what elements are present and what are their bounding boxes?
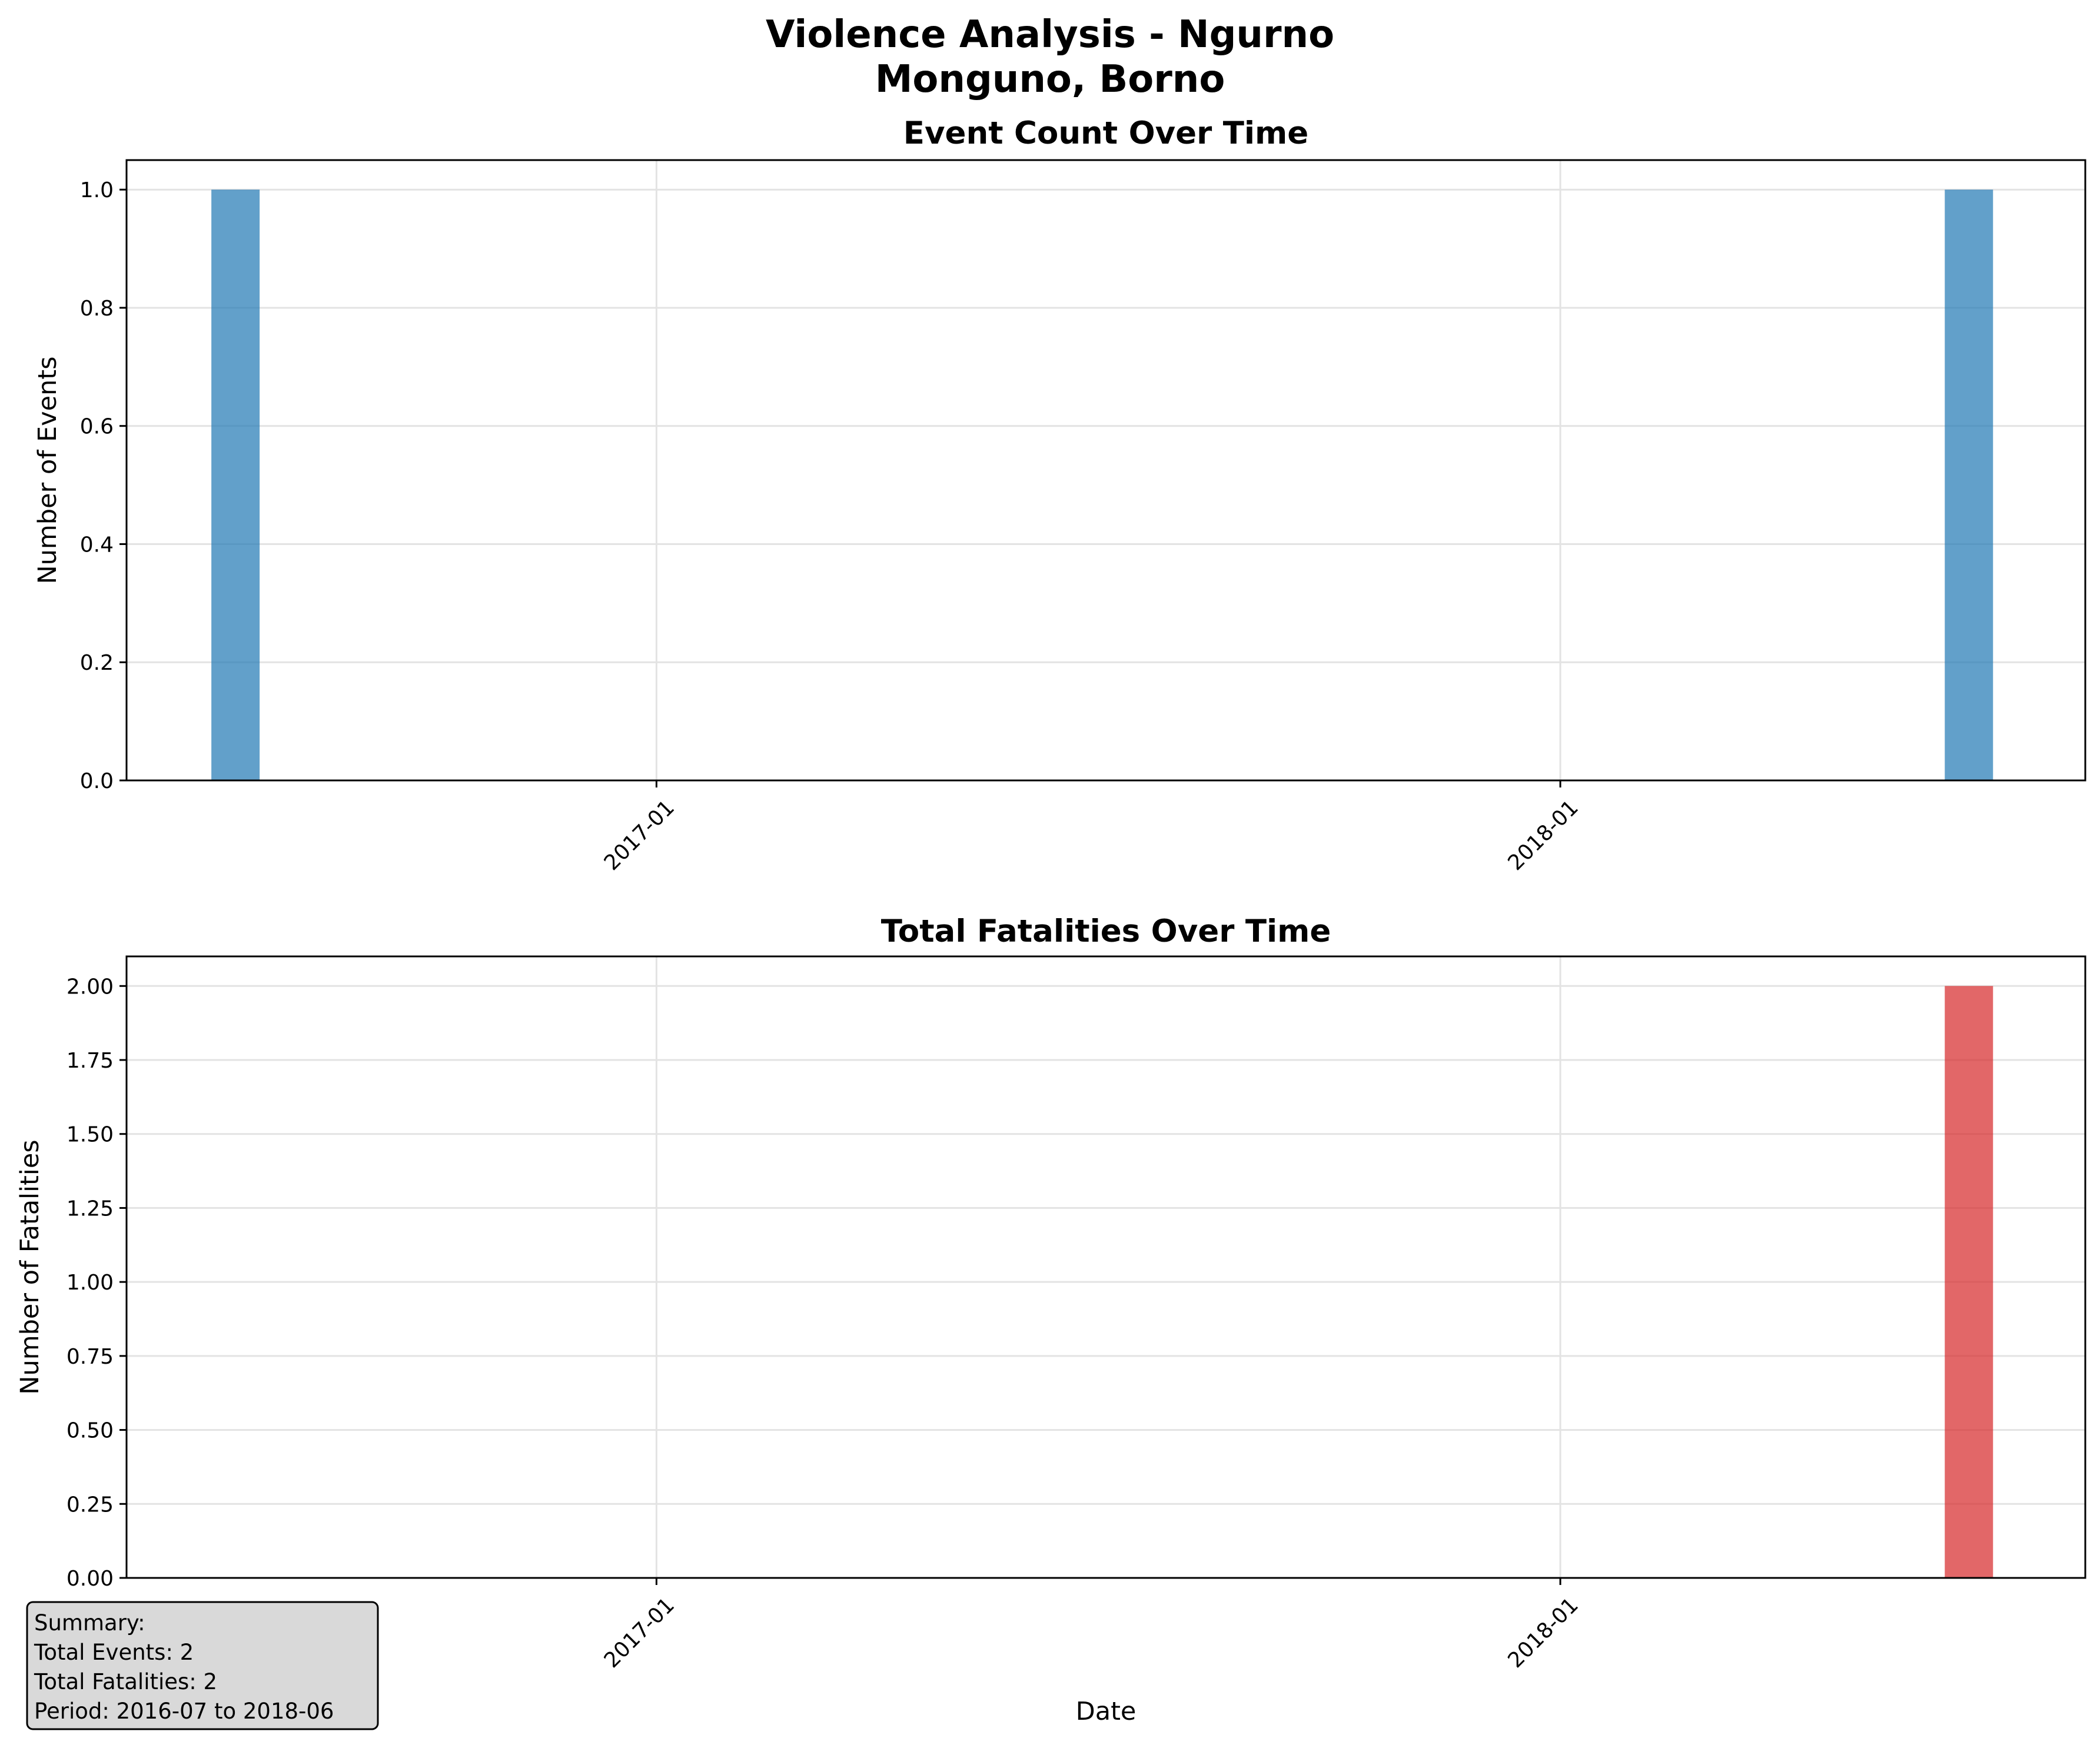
fatalities-y-axis-label: Number of Fatalities [15,1139,45,1394]
summary-heading: Summary: [34,1610,145,1636]
y-tick-label: 0.25 [67,1493,114,1517]
figure-title-line-1: Violence Analysis - Ngurno [766,13,1334,57]
figure-title-line-2: Monguno, Borno [875,58,1225,101]
fatalities-title: Total Fatalities Over Time [881,913,1331,949]
y-tick-label: 2.00 [67,975,114,999]
event-count-y-ticks: 0.0 0.2 0.4 0.6 0.8 1.0 [80,178,127,793]
y-tick-label: 1.00 [67,1271,114,1295]
bar [1945,190,1993,780]
fatalities-panel: 0.000.250.500.751.001.251.501.752.00 201… [15,913,2086,1726]
event-count-y-axis-label: Number of Events [33,356,62,584]
fatalities-bars [1945,986,1993,1578]
y-tick-label: 0.4 [80,533,114,557]
y-tick-label: 0.0 [80,769,114,793]
y-tick-label: 0.50 [67,1419,114,1443]
y-tick-label: 0.75 [67,1345,114,1369]
y-tick-label: 1.0 [80,178,114,202]
bar [1945,986,1993,1578]
y-tick-label: 1.50 [67,1123,114,1147]
summary-period: Period: 2016-07 to 2018-06 [34,1699,334,1724]
summary-total-events: Total Events: 2 [34,1640,194,1665]
y-tick-label: 0.2 [80,651,114,675]
event-count-title: Event Count Over Time [903,115,1308,151]
bar [211,190,260,780]
y-tick-label: 1.25 [67,1197,114,1221]
summary-box-background [26,1601,379,1730]
y-tick-label: 0.6 [80,415,114,439]
summary-total-fatalities: Total Fatalities: 2 [34,1669,217,1694]
event-count-bars [211,190,1993,780]
y-tick-label: 1.75 [67,1049,114,1073]
fatalities-axes-frame [125,955,2086,1579]
y-tick-label: 0.8 [80,297,114,321]
event-count-axes-frame [125,159,2086,782]
fatalities-x-axis-label: Date [1076,1697,1137,1726]
summary-box: Summary: Total Events: 2 Total Fatalitie… [26,1601,379,1730]
fatalities-y-ticks: 0.00 0.25 0.50 0.75 1.00 1.25 1.50 1.75 2.00 [67,975,127,1591]
y-tick-label: 0.00 [67,1567,114,1591]
